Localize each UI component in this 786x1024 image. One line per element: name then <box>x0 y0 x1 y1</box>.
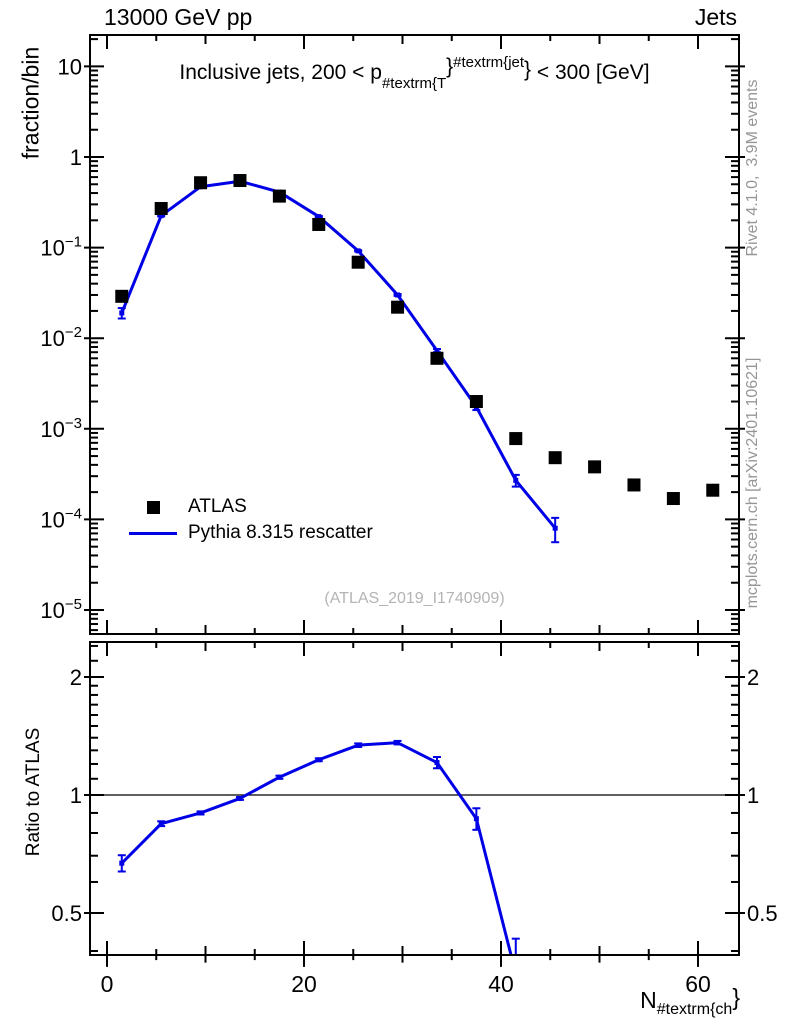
data-point-square <box>430 351 444 365</box>
rivet-version-note: Rivet 4.1.0, 3.9M events <box>744 79 761 257</box>
x-axis-title: N#textrm{ch} <box>640 984 740 1019</box>
mc-vertex-marker <box>513 477 519 483</box>
mc-vertex-marker <box>355 742 361 748</box>
x-tick-label: 40 <box>488 971 514 997</box>
mc-vertex-marker <box>395 740 401 746</box>
main-y-tick-label: 10−4 <box>40 505 82 532</box>
mc-curve <box>120 179 557 530</box>
beam-energy-label: 13000 GeV pp <box>104 4 253 30</box>
ratio-y-tick-label-left: 1 <box>70 783 82 808</box>
data-point-square <box>115 289 129 303</box>
data-point-square <box>588 460 602 474</box>
data-point-square <box>666 492 680 506</box>
mc-vertex-marker <box>316 757 322 763</box>
axis-ticks <box>84 35 745 967</box>
data-point-square <box>272 189 286 203</box>
data-point-square <box>706 483 720 497</box>
legend-marker-cell <box>128 531 178 535</box>
main-y-axis-title: fraction/bin <box>17 46 44 160</box>
legend-item-atlas: ATLAS <box>128 494 373 520</box>
mc-vertex-marker <box>237 795 243 801</box>
data-point-square <box>391 300 405 314</box>
axis-tick-labels: 10 1 10−1 10−2 10−3 10−4 10−5 2 2 1 1 0.5 0.5 0 20 40 60 <box>40 54 777 997</box>
x-tick-label: 20 <box>291 971 317 997</box>
legend-label-atlas: ATLAS <box>188 496 247 517</box>
title-suffix: < 300 [GeV] <box>531 61 650 84</box>
main-y-tick-label: 10−2 <box>40 324 82 351</box>
data-point-square <box>627 478 641 492</box>
x-axis-symbol: N <box>640 987 657 1013</box>
data-point-square <box>154 202 168 216</box>
mc-vertex-marker <box>513 971 518 976</box>
mc-vertex-marker <box>395 292 401 298</box>
x-tick-label: 0 <box>101 971 114 997</box>
mc-vertex-marker <box>119 860 125 866</box>
data-point-square <box>233 174 247 188</box>
panel-frames <box>89 34 740 956</box>
pythia-curve-ratio <box>117 739 520 976</box>
ratio-y-tick-label-right: 1 <box>747 783 759 808</box>
ratio-y-axis-title: Ratio to ATLAS <box>23 727 44 857</box>
ratio-y-tick-label-left: 2 <box>70 665 82 690</box>
plot-title: Inclusive jets, 200 < p#textrm{T}#textrm… <box>90 54 739 92</box>
main-y-tick-label: 1 <box>70 145 82 170</box>
data-point-square <box>194 176 208 190</box>
ratio-y-tick-label-right: 0.5 <box>747 901 778 926</box>
mc-vertex-marker <box>355 248 361 254</box>
mc-line-icon <box>129 531 177 535</box>
mc-vertex-marker <box>434 348 440 354</box>
legend-label-pythia: Pythia 8.315 rescatter <box>188 522 373 543</box>
data-point-square <box>312 217 326 231</box>
mc-curve <box>120 741 513 954</box>
mc-vertex-marker <box>158 821 164 827</box>
mc-vertex-marker <box>276 774 282 780</box>
main-y-tick-label: 10−5 <box>40 596 82 623</box>
title-prefix: Inclusive jets, 200 < p <box>179 61 382 84</box>
legend: ATLAS Pythia 8.315 rescatter <box>128 494 373 546</box>
pythia-curve-main <box>117 178 560 544</box>
main-y-tick-label: 10−1 <box>40 234 82 261</box>
mc-vertex-marker <box>158 213 164 219</box>
mc-vertex-marker <box>198 810 204 816</box>
x-axis-brace: } <box>732 984 740 1010</box>
data-point-square <box>469 395 483 409</box>
analysis-category-label: Jets <box>694 4 737 30</box>
mc-vertex-marker <box>119 310 125 316</box>
ratio-panel-frame <box>89 641 740 956</box>
data-square-icon <box>146 500 160 514</box>
title-brace2: } <box>524 58 532 81</box>
main-y-tick-label: 10 <box>58 54 82 79</box>
x-tick-label: 60 <box>685 971 711 997</box>
mc-vertex-marker <box>473 816 479 822</box>
mc-vertex-marker <box>552 525 558 531</box>
ratio-y-tick-label-left: 0.5 <box>51 901 82 926</box>
analysis-id-watermark: (ATLAS_2019_I1740909) <box>324 590 505 607</box>
legend-item-pythia: Pythia 8.315 rescatter <box>128 520 373 546</box>
data-point-square <box>548 451 562 465</box>
main-y-tick-label: 10−3 <box>40 415 82 442</box>
mc-vertex-marker <box>316 214 322 220</box>
x-axis-subscript: #textrm{ch <box>656 1001 733 1018</box>
data-point-square <box>351 255 365 269</box>
mc-vertex-marker <box>434 760 440 766</box>
title-superscript: #textrm{jet <box>453 54 525 71</box>
data-point-square <box>509 432 523 446</box>
title-brace1: } <box>446 55 454 78</box>
legend-marker-cell <box>128 500 178 514</box>
atlas-data-points <box>115 174 720 506</box>
main-panel-frame <box>89 34 740 635</box>
mcplots-arxiv-note: mcplots.cern.ch [arXiv:2401.10621] <box>744 357 761 609</box>
ratio-y-tick-label-right: 2 <box>747 665 759 690</box>
title-subscript: #textrm{T <box>381 75 447 92</box>
